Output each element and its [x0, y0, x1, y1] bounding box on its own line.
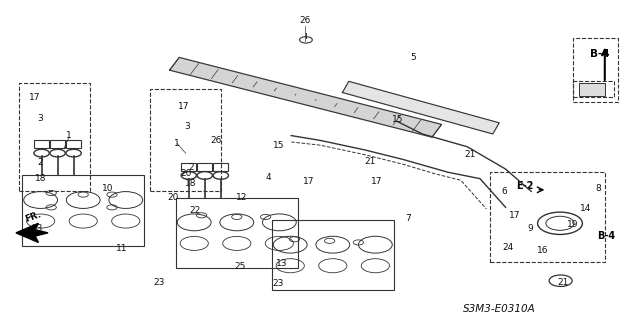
Text: 23: 23	[153, 278, 164, 287]
Text: 6: 6	[502, 187, 507, 196]
Text: 13: 13	[276, 259, 287, 268]
Text: 12: 12	[236, 193, 248, 202]
Text: 11: 11	[116, 244, 127, 253]
Polygon shape	[170, 57, 442, 137]
Text: 21: 21	[364, 157, 376, 166]
Text: 17: 17	[178, 102, 189, 111]
Text: 3: 3	[38, 114, 43, 122]
Text: 3: 3	[184, 122, 189, 130]
Text: 25: 25	[234, 262, 246, 271]
Text: 17: 17	[29, 93, 41, 102]
Text: 19: 19	[567, 220, 579, 229]
Text: 26: 26	[299, 16, 310, 25]
Polygon shape	[16, 223, 48, 242]
Text: 21: 21	[557, 278, 569, 287]
Text: 1: 1	[175, 139, 180, 148]
Text: 4: 4	[266, 173, 271, 182]
Text: 23: 23	[31, 224, 43, 233]
Text: 2: 2	[38, 158, 43, 167]
Text: 14: 14	[580, 204, 591, 213]
Text: 2: 2	[188, 163, 193, 172]
Text: 22: 22	[189, 206, 201, 215]
Text: 18: 18	[185, 179, 196, 188]
Polygon shape	[342, 81, 499, 134]
Text: E-2: E-2	[516, 181, 533, 191]
Text: 16: 16	[537, 246, 548, 255]
Text: 10: 10	[102, 184, 113, 193]
Text: B-4: B-4	[597, 231, 615, 241]
Text: 18: 18	[35, 174, 46, 183]
Text: 17: 17	[509, 211, 521, 220]
Text: 9: 9	[527, 224, 532, 233]
Text: 20: 20	[167, 193, 179, 202]
Text: 1: 1	[67, 131, 72, 140]
Text: 15: 15	[273, 141, 284, 150]
Text: 26: 26	[211, 136, 222, 145]
Text: 24: 24	[502, 243, 513, 252]
Text: FR.: FR.	[24, 210, 43, 224]
Text: 23: 23	[273, 279, 284, 288]
Text: 17: 17	[371, 177, 382, 186]
Text: 7: 7	[406, 214, 411, 223]
Text: B-4: B-4	[590, 49, 609, 59]
Text: 17: 17	[303, 177, 315, 186]
Text: 5: 5	[410, 53, 415, 62]
Text: 15: 15	[392, 115, 404, 124]
Text: S3M3-E0310A: S3M3-E0310A	[463, 304, 536, 314]
Polygon shape	[579, 83, 605, 96]
Text: 21: 21	[465, 150, 476, 159]
Text: 8: 8	[596, 184, 601, 193]
Text: 20: 20	[180, 169, 191, 178]
